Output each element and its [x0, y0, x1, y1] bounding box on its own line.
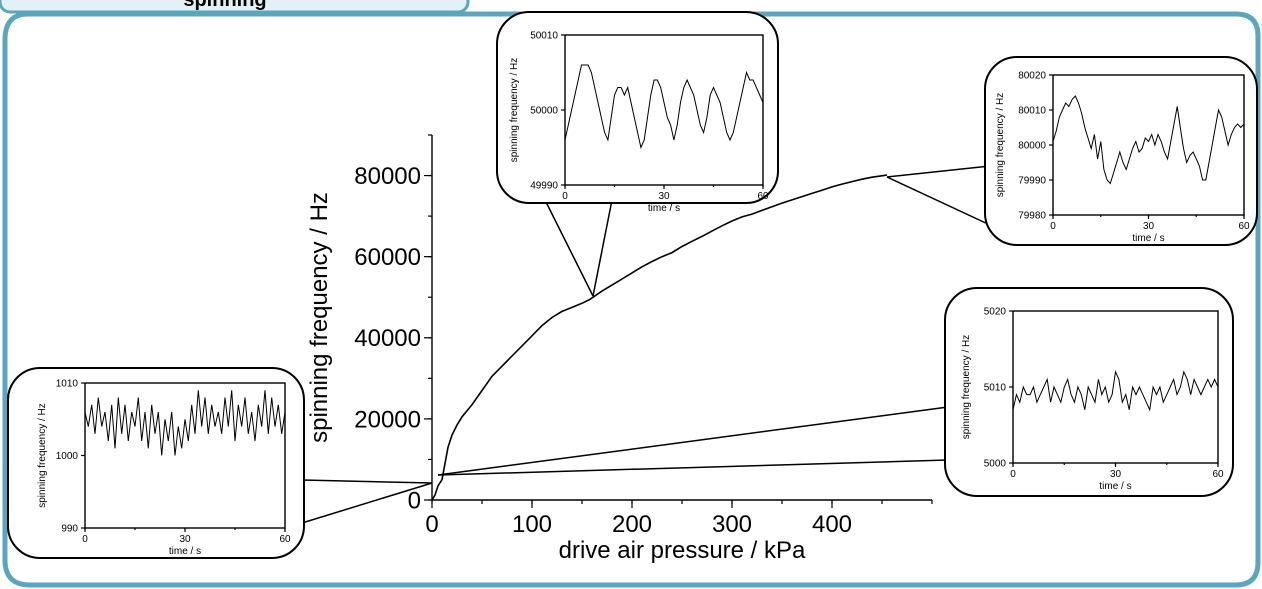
main-chart: 0 100 200 300 400020000400006000080000drive … [306, 134, 933, 564]
callout-line [301, 479, 433, 484]
data-series-line [564, 64, 764, 150]
y-tick-label: 49990 [530, 181, 558, 192]
y-axis-title: spinning frequency / Hz [306, 192, 333, 443]
x-axis-title: time / s [169, 546, 201, 557]
header-title: spinning [183, 0, 266, 11]
x-tick-label: 30 [179, 534, 191, 545]
y-tick-label: 5000 [984, 459, 1007, 470]
x-axis-title: time / s [1099, 481, 1131, 492]
x-tick-label: 30 [1110, 469, 1122, 480]
y-tick-label: 80000 [1018, 141, 1046, 152]
x-tick-label: 400 [812, 511, 852, 538]
callout-line [886, 176, 991, 226]
x-tick-label: 0 [82, 534, 88, 545]
y-tick-label: 80020 [1018, 71, 1046, 82]
callout-line [437, 459, 949, 476]
callout-lines [301, 165, 991, 524]
x-tick-label: 300 [712, 511, 752, 538]
callout-line [301, 482, 433, 524]
y-tick-label: 5010 [984, 383, 1007, 394]
x-tick-label: 0 [1010, 469, 1016, 480]
callout-line [886, 165, 991, 178]
data-series-line [84, 390, 286, 456]
y-tick-label: 60000 [354, 244, 421, 271]
x-tick-label: 60 [757, 191, 769, 202]
x-tick-label: 60 [1238, 221, 1250, 232]
inset-bubble-1000: 0 30 60 990 1000 1010 time / s spinning frequen… [7, 367, 305, 559]
y-tick-label: 1010 [56, 379, 79, 390]
y-axis-title: spinning frequency / Hz [995, 93, 1006, 198]
y-axis-title: spinning frequency / Hz [961, 335, 972, 440]
inset-bubble-50000: 0 30 60 49990 50000 50010 time / s spinning fre… [496, 11, 779, 214]
x-tick-label: 0 [562, 191, 568, 202]
x-tick-label: 200 [612, 511, 652, 538]
y-tick-label: 40000 [354, 325, 421, 352]
y-tick-label: 50010 [530, 31, 558, 42]
x-tick-label: 0 [425, 511, 438, 538]
header-tab [0, 0, 470, 14]
x-axis-title: time / s [648, 203, 680, 214]
x-axis-title: drive air pressure / kPa [559, 537, 806, 564]
data-series-line [431, 174, 888, 501]
callout-line [437, 406, 949, 476]
x-tick-label: 30 [658, 191, 670, 202]
x-axis-title: time / s [1132, 233, 1164, 244]
y-tick-label: 79990 [1018, 176, 1046, 187]
outer-frame [2, 11, 1261, 588]
data-series-line [1052, 95, 1245, 185]
x-tick-label: 100 [512, 511, 552, 538]
y-axis-title: spinning frequency / Hz [37, 403, 48, 508]
y-tick-label: 79980 [1018, 211, 1046, 222]
y-tick-label: 0 [408, 487, 421, 514]
x-tick-label: 60 [1212, 469, 1224, 480]
callout-line [544, 199, 594, 297]
y-tick-label: 80000 [354, 163, 421, 190]
callout-line [592, 199, 613, 297]
x-tick-label: 60 [279, 534, 291, 545]
data-series-line [1012, 370, 1219, 412]
x-tick-label: 30 [1143, 221, 1155, 232]
x-tick-label: 0 [1050, 221, 1056, 232]
y-axis-title: spinning frequency / Hz [509, 58, 520, 163]
inset-bubble-80000: 0 30 60 79980 79990 80000 80010 80020 time / s sp… [984, 56, 1258, 246]
y-tick-label: 5020 [984, 307, 1007, 318]
y-tick-label: 50000 [530, 106, 558, 117]
y-tick-label: 990 [61, 524, 78, 535]
y-tick-label: 20000 [354, 406, 421, 433]
y-tick-label: 1000 [56, 451, 79, 462]
inset-bubble-5000: 0 30 60 5000 5010 5020 time / s spinning freque… [944, 287, 1234, 497]
y-tick-label: 80010 [1018, 106, 1046, 117]
